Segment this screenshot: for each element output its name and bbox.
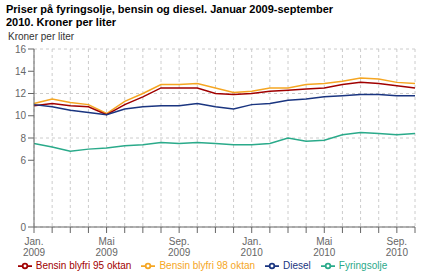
html-text:2010. Kroner per liter: 2010. Kroner per liter	[6, 16, 117, 28]
svg-text:Jan.2009: Jan.2009	[23, 236, 46, 258]
svg-text:14: 14	[15, 66, 27, 77]
svg-text:Sep.2009: Sep.2009	[168, 236, 191, 258]
svg-text:12: 12	[15, 88, 27, 99]
html-text:Bensin blyfri 95 oktan: Bensin blyfri 95 oktan	[35, 259, 132, 271]
svg-text:0: 0	[20, 222, 26, 233]
html-text:Fyringsolje: Fyringsolje	[338, 259, 388, 271]
svg-text:Jan.2010: Jan.2010	[241, 236, 264, 258]
html-text:Diesel: Diesel	[283, 259, 311, 271]
svg-text:10: 10	[15, 110, 27, 121]
html-text:Bensin blyfri 98 oktan: Bensin blyfri 98 oktan	[159, 259, 255, 271]
svg-text:Mai2009: Mai2009	[95, 236, 118, 258]
svg-text:8: 8	[20, 133, 26, 144]
svg-text:Sep.2010: Sep.2010	[386, 236, 409, 258]
svg-text:Mai2010: Mai2010	[313, 236, 336, 258]
html-text:Priser på fyringsolje, bensin: Priser på fyringsolje, bensin og diesel.…	[6, 3, 334, 15]
html-text:Kroner per liter: Kroner per liter	[8, 31, 75, 42]
svg-text:6: 6	[20, 155, 26, 166]
svg-text:16: 16	[15, 44, 27, 55]
